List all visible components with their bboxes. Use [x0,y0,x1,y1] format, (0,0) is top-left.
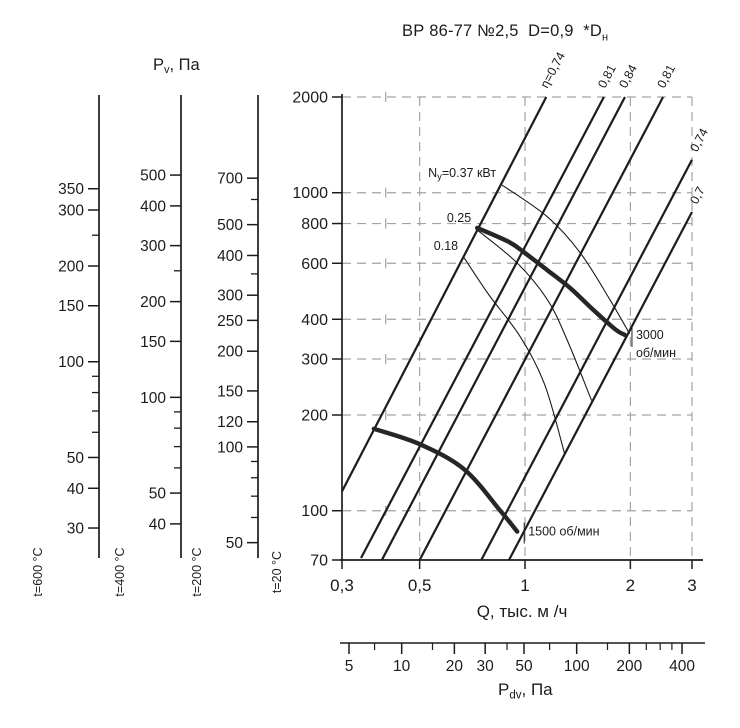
efficiency-line [508,211,693,561]
aux-axis-tick-label: 150 [140,334,166,351]
aux-axis-tick-label: 50 [226,535,244,552]
y-axis-tick-label: 800 [301,216,328,233]
power-curve-label: Nу=0.37 кВт [428,166,496,183]
pdv-axis-tick-label: 100 [564,658,590,675]
aux-axis-tick-label: 200 [140,294,166,311]
aux-axis-tick-label: 350 [58,181,84,198]
power-curve-label: 0.25 [447,211,471,225]
efficiency-line-label: 0,7 [687,184,708,206]
efficiency-line-label: 0,81 [654,62,678,90]
efficiency-line-label: 0,81 [595,62,619,90]
aux-axis-tick-label: 700 [217,171,243,188]
y-axis-tick-label: 70 [310,552,328,569]
aux-axis-tick-label: 100 [140,390,166,407]
aux-axis-temperature-label: t=200 °C [190,547,204,596]
x-axis-tick-label: 0,3 [330,576,354,595]
pdv-axis-tick-label: 50 [515,658,533,675]
efficiency-line [341,96,548,492]
efficiency-line-label: 0,74 [687,126,711,154]
y-axis-tick-label: 600 [301,256,328,273]
efficiency-line [418,96,665,561]
y-axis-temperature-label: t=20 °C [270,551,284,593]
fan-curve-rpm-label: об/мин [636,346,676,360]
aux-axis-tick-label: 50 [67,450,85,467]
pdv-axis-tick-label: 200 [616,658,642,675]
x-axis-tick-label: 0,5 [408,576,432,595]
fan-curve-rpm-label: 3000 [636,328,664,342]
pv-axis-header: Pv, Па [153,56,201,76]
x-axis-title: Q, тыс. м /ч [477,602,568,621]
efficiency-line [480,159,693,561]
power-curve [501,184,631,335]
y-axis-tick-label: 2000 [292,90,328,107]
aux-axis-tick-label: 200 [217,344,243,361]
y-axis-tick-label: 400 [301,312,328,329]
pdv-axis-tick-label: 10 [393,658,411,675]
aux-axis-tick-label: 400 [217,248,243,265]
aux-axis-tick-label: 300 [140,238,166,255]
aux-axis-tick-label: 100 [217,439,243,456]
aux-axis-tick-label: 40 [149,516,167,533]
aux-axis-tick-label: 150 [217,383,243,400]
x-axis-tick-label: 2 [626,576,635,595]
pdv-axis-title: Pdv, Па [498,680,553,702]
fan-curve-rpm-label: 1500 об/мин [528,525,599,539]
aux-axis-tick-label: 500 [217,217,243,234]
efficiency-line-label: 0,84 [616,62,640,90]
aux-axis-tick-label: 120 [217,414,243,431]
aux-axis-tick-label: 30 [67,521,85,538]
fan-curve [474,225,628,338]
aux-axis-tick-label: 40 [67,481,85,498]
y-axis-tick-label: 1000 [292,185,328,202]
aux-axis-tick-label: 250 [217,313,243,330]
aux-axis-tick-label: 500 [140,168,166,185]
efficiency-line-label: η=0,74 [538,50,568,91]
aux-axis-tick-label: 200 [58,259,84,276]
aux-axis-tick-label: 50 [149,486,167,503]
pdv-axis-tick-label: 5 [345,658,354,675]
fan-curve [371,426,520,534]
pdv-axis-tick-label: 400 [669,658,695,675]
chart-title: ВР 86-77 №2,5 D=0,9 *Dн [402,22,608,43]
aux-axis-temperature-label: t=400 °C [113,547,127,596]
x-axis-tick-label: 1 [520,576,529,595]
y-axis-tick-label: 100 [301,503,328,520]
aux-axis-tick-label: 300 [217,288,243,305]
power-curve-label: 0.18 [434,239,458,253]
y-axis-tick-label: 300 [301,352,328,369]
aux-axis-tick-label: 100 [58,354,84,371]
pdv-axis-tick-label: 30 [477,658,495,675]
aux-axis-tick-label: 150 [58,298,84,315]
aux-axis-temperature-label: t=600 °C [31,547,45,596]
chart-title-subscript: н [601,31,609,44]
pdv-axis-tick-label: 20 [446,658,464,675]
power-curve [463,257,566,455]
power-curve [476,229,593,401]
aux-axis-tick-label: 400 [140,198,166,215]
efficiency-line [360,96,605,559]
efficiency-line [380,96,626,561]
x-axis-tick-label: 3 [687,576,696,595]
chart-title-main: ВР 86-77 №2,5 D=0,9 *D [402,22,602,40]
aux-axis-tick-label: 300 [58,203,84,220]
y-axis-tick-label: 200 [301,408,328,425]
